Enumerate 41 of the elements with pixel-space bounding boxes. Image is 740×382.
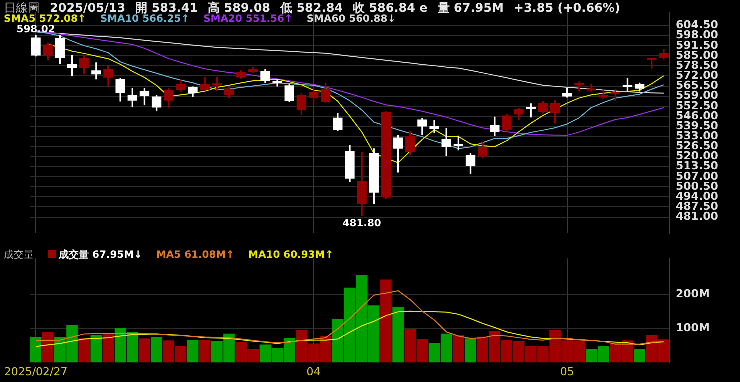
candlestick [586, 84, 596, 92]
annotation: 481.80 [342, 218, 382, 230]
bar [42, 332, 54, 363]
x-tick-label: 04 [306, 365, 321, 378]
bar [78, 338, 90, 363]
x-tick-label: 2025/02/27 [4, 365, 68, 378]
annotation: 高 589.08 [208, 1, 271, 15]
text: MA10 60.93M↑ [248, 250, 334, 261]
bar [634, 350, 646, 363]
bar [453, 336, 464, 363]
annotation: 開 583.41 [136, 1, 198, 15]
text: SMA20 551.56↑ [204, 14, 293, 25]
y-tick-label: 100M [676, 322, 710, 335]
chart-title: 日線圖 [4, 1, 40, 15]
bar [90, 336, 102, 363]
bar [380, 280, 392, 363]
bar [187, 340, 199, 363]
text: SMA60 560.88↓ [306, 14, 396, 25]
y-tick-label: 481.00 [676, 210, 719, 224]
text: MA5 61.08M↑ [156, 250, 235, 261]
annotation: 量 67.95M [438, 1, 504, 15]
bar [102, 334, 114, 363]
annotation: +3.85 (+0.66%) [514, 1, 620, 15]
bar [139, 338, 150, 363]
annotation: 598.02 [16, 24, 56, 36]
text: SMA10 566.25↑ [100, 14, 190, 25]
bar [151, 337, 162, 363]
annotation: 低 582.84 [280, 1, 344, 15]
candlestick [574, 82, 584, 92]
candlestick [430, 120, 440, 134]
text: SMA5 572.08↑ [4, 14, 86, 25]
bar [465, 338, 476, 363]
bar [30, 337, 42, 363]
bar [199, 340, 211, 363]
bar [392, 306, 404, 363]
chart-title: 成交量 [4, 250, 34, 261]
annotation: 收 586.84 e [353, 1, 428, 15]
y-tick-label: 200M [676, 288, 710, 301]
x-tick-label: 05 [560, 365, 574, 378]
legend-label: 成交量 67.95M↓ [59, 250, 142, 261]
annotation: 2025/05/13 [50, 1, 126, 15]
